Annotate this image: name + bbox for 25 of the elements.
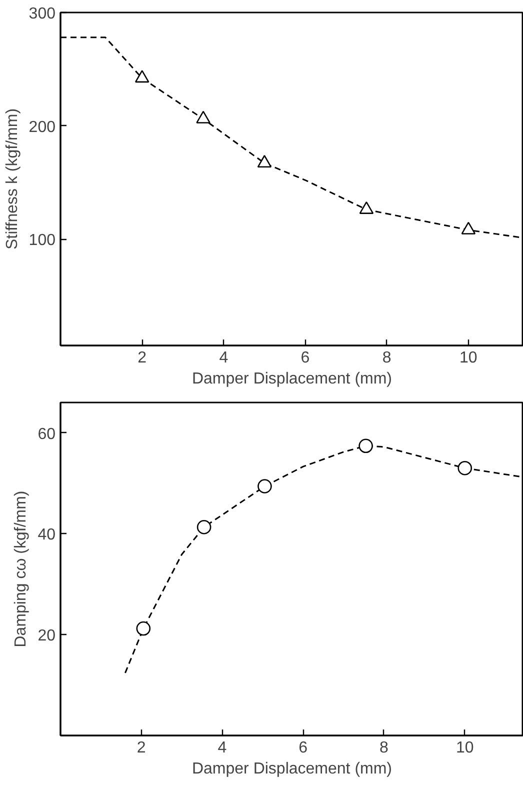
point xyxy=(458,460,472,476)
x-tick-label: 2 xyxy=(138,350,147,366)
x-tick-label: 4 xyxy=(219,350,228,366)
x-tick-label: 10 xyxy=(456,740,474,756)
x-tick-label: 8 xyxy=(382,350,392,366)
y-tick-label: 300 xyxy=(28,6,56,22)
point xyxy=(136,621,151,636)
x-axis-title: Damper Displacement (mm) xyxy=(192,760,392,778)
x-tick-label: 8 xyxy=(380,740,389,756)
point xyxy=(358,438,373,454)
y-tick-label: 20 xyxy=(38,628,56,645)
y-tick-label: 40 xyxy=(38,526,56,544)
x-tick-label: 6 xyxy=(298,740,308,756)
y-tick-label: 60 xyxy=(38,426,56,443)
x-tick-label: 6 xyxy=(300,350,310,366)
point xyxy=(258,479,272,494)
x-tick-label: 2 xyxy=(136,740,146,756)
x-tick-label: 10 xyxy=(460,350,478,366)
x-tick-label: 4 xyxy=(218,740,227,756)
x-axis-title: Damper Displacement (mm) xyxy=(192,370,392,388)
y-tick-label: 100 xyxy=(28,232,56,250)
point xyxy=(196,520,212,534)
y-tick-label: 200 xyxy=(28,118,56,136)
y-axis-title: Damping cω (kgf/mm) xyxy=(12,490,30,648)
y-axis-title: Stiffness k (kgf/mm) xyxy=(4,108,21,250)
